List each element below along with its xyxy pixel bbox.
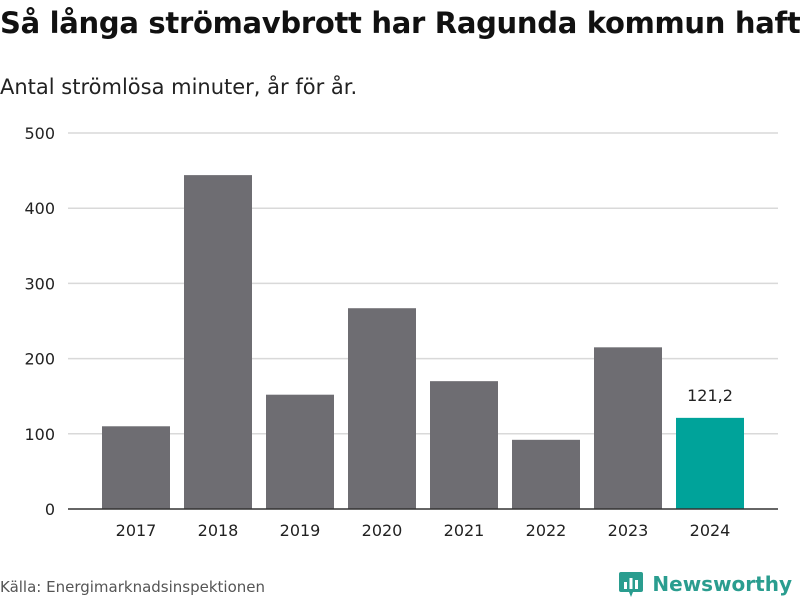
- x-axis-ticks: 2017 2018 2019 2020 2021 2022 2023 2024: [116, 521, 731, 540]
- bar: [676, 417, 744, 509]
- x-tick-label: 2024: [690, 521, 731, 540]
- chart-title: Så långa strömavbrott har Ragunda kommun…: [0, 6, 800, 40]
- y-tick-label: 200: [24, 350, 55, 369]
- x-tick-label: 2022: [526, 521, 567, 540]
- y-tick-label: 500: [24, 124, 55, 143]
- source-note: Källa: Energimarknadsinspektionen: [0, 578, 266, 596]
- x-tick-label: 2017: [116, 521, 157, 540]
- y-tick-label: 100: [24, 425, 55, 444]
- chart-subtitle: Antal strömlösa minuter, år för år.: [0, 75, 358, 99]
- gridlines: [68, 132, 778, 435]
- newsworthy-logo-icon: [619, 572, 644, 597]
- bars: [102, 175, 744, 509]
- y-tick-label: 300: [24, 274, 55, 293]
- data-label: 121,2: [687, 386, 733, 405]
- data-labels: 121,2: [687, 386, 733, 405]
- y-axis-ticks: 0 100 200 300 400 500: [24, 124, 55, 519]
- bar: [512, 439, 580, 509]
- x-tick-label: 2021: [444, 521, 485, 540]
- x-tick-label: 2023: [608, 521, 649, 540]
- x-tick-label: 2019: [280, 521, 321, 540]
- y-tick-label: 400: [24, 199, 55, 218]
- bar: [102, 426, 170, 509]
- x-tick-label: 2020: [362, 521, 403, 540]
- bar: [266, 394, 334, 509]
- y-tick-label: 0: [45, 500, 55, 519]
- bar: [430, 381, 498, 509]
- bar: [594, 347, 662, 509]
- bar: [184, 175, 252, 509]
- bar: [348, 308, 416, 509]
- brand-logo: Newsworthy: [618, 570, 792, 598]
- x-tick-label: 2018: [198, 521, 239, 540]
- brand-name: Newsworthy: [652, 572, 792, 596]
